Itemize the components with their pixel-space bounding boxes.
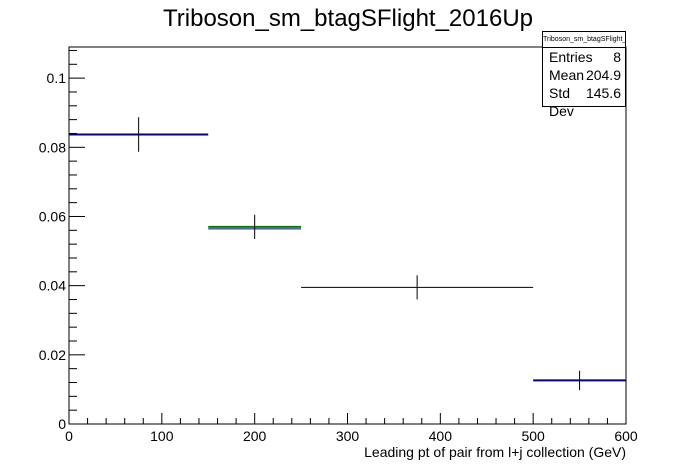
y-tick-label: 0 [58,416,66,432]
chart-title: Triboson_sm_btagSFlight_2016Up [163,5,533,32]
y-tick-label: 0.06 [39,208,66,224]
x-tick-label: 500 [521,428,545,444]
y-tick-label: 0.02 [39,347,66,363]
stats-row-stddev: Std Dev 145.6 [543,84,625,120]
histogram-bin [69,117,209,152]
stats-value: 145.6 [585,85,621,101]
x-tick-label: 300 [336,428,360,444]
x-tick-label: 600 [614,428,638,444]
stats-label: Entries [549,49,593,65]
y-tick-label: 0.08 [39,139,66,155]
stats-label: Std Dev [549,85,574,119]
histogram-bin [301,275,534,300]
y-tick-label: 0.04 [39,278,66,294]
stats-value: 8 [613,49,621,65]
x-axis-title: Leading pt of pair from l+j collection (… [364,444,626,460]
stats-row-mean: Mean 204.9 [543,66,625,84]
stats-label: Mean [549,67,585,83]
stats-title: Triboson_sm_btagSFlight_2016Up [543,32,625,48]
x-tick-label: 100 [150,428,174,444]
x-tick-label: 400 [429,428,453,444]
x-tick-label: 200 [243,428,267,444]
stats-box: Triboson_sm_btagSFlight_2016Up Entries 8… [542,31,626,119]
stats-value: 204.9 [585,67,621,83]
histogram-bin [533,370,626,391]
axis-ticks: 0 100 200 300 400 500 600 0 0.02 0.04 0.06 0.08 0.1 [39,49,638,444]
x-tick-label: 0 [65,428,73,444]
y-tick-label: 0.1 [47,70,67,86]
histogram-marks [69,117,626,391]
stats-row-entries: Entries 8 [543,48,625,66]
histogram-bin [208,214,302,239]
